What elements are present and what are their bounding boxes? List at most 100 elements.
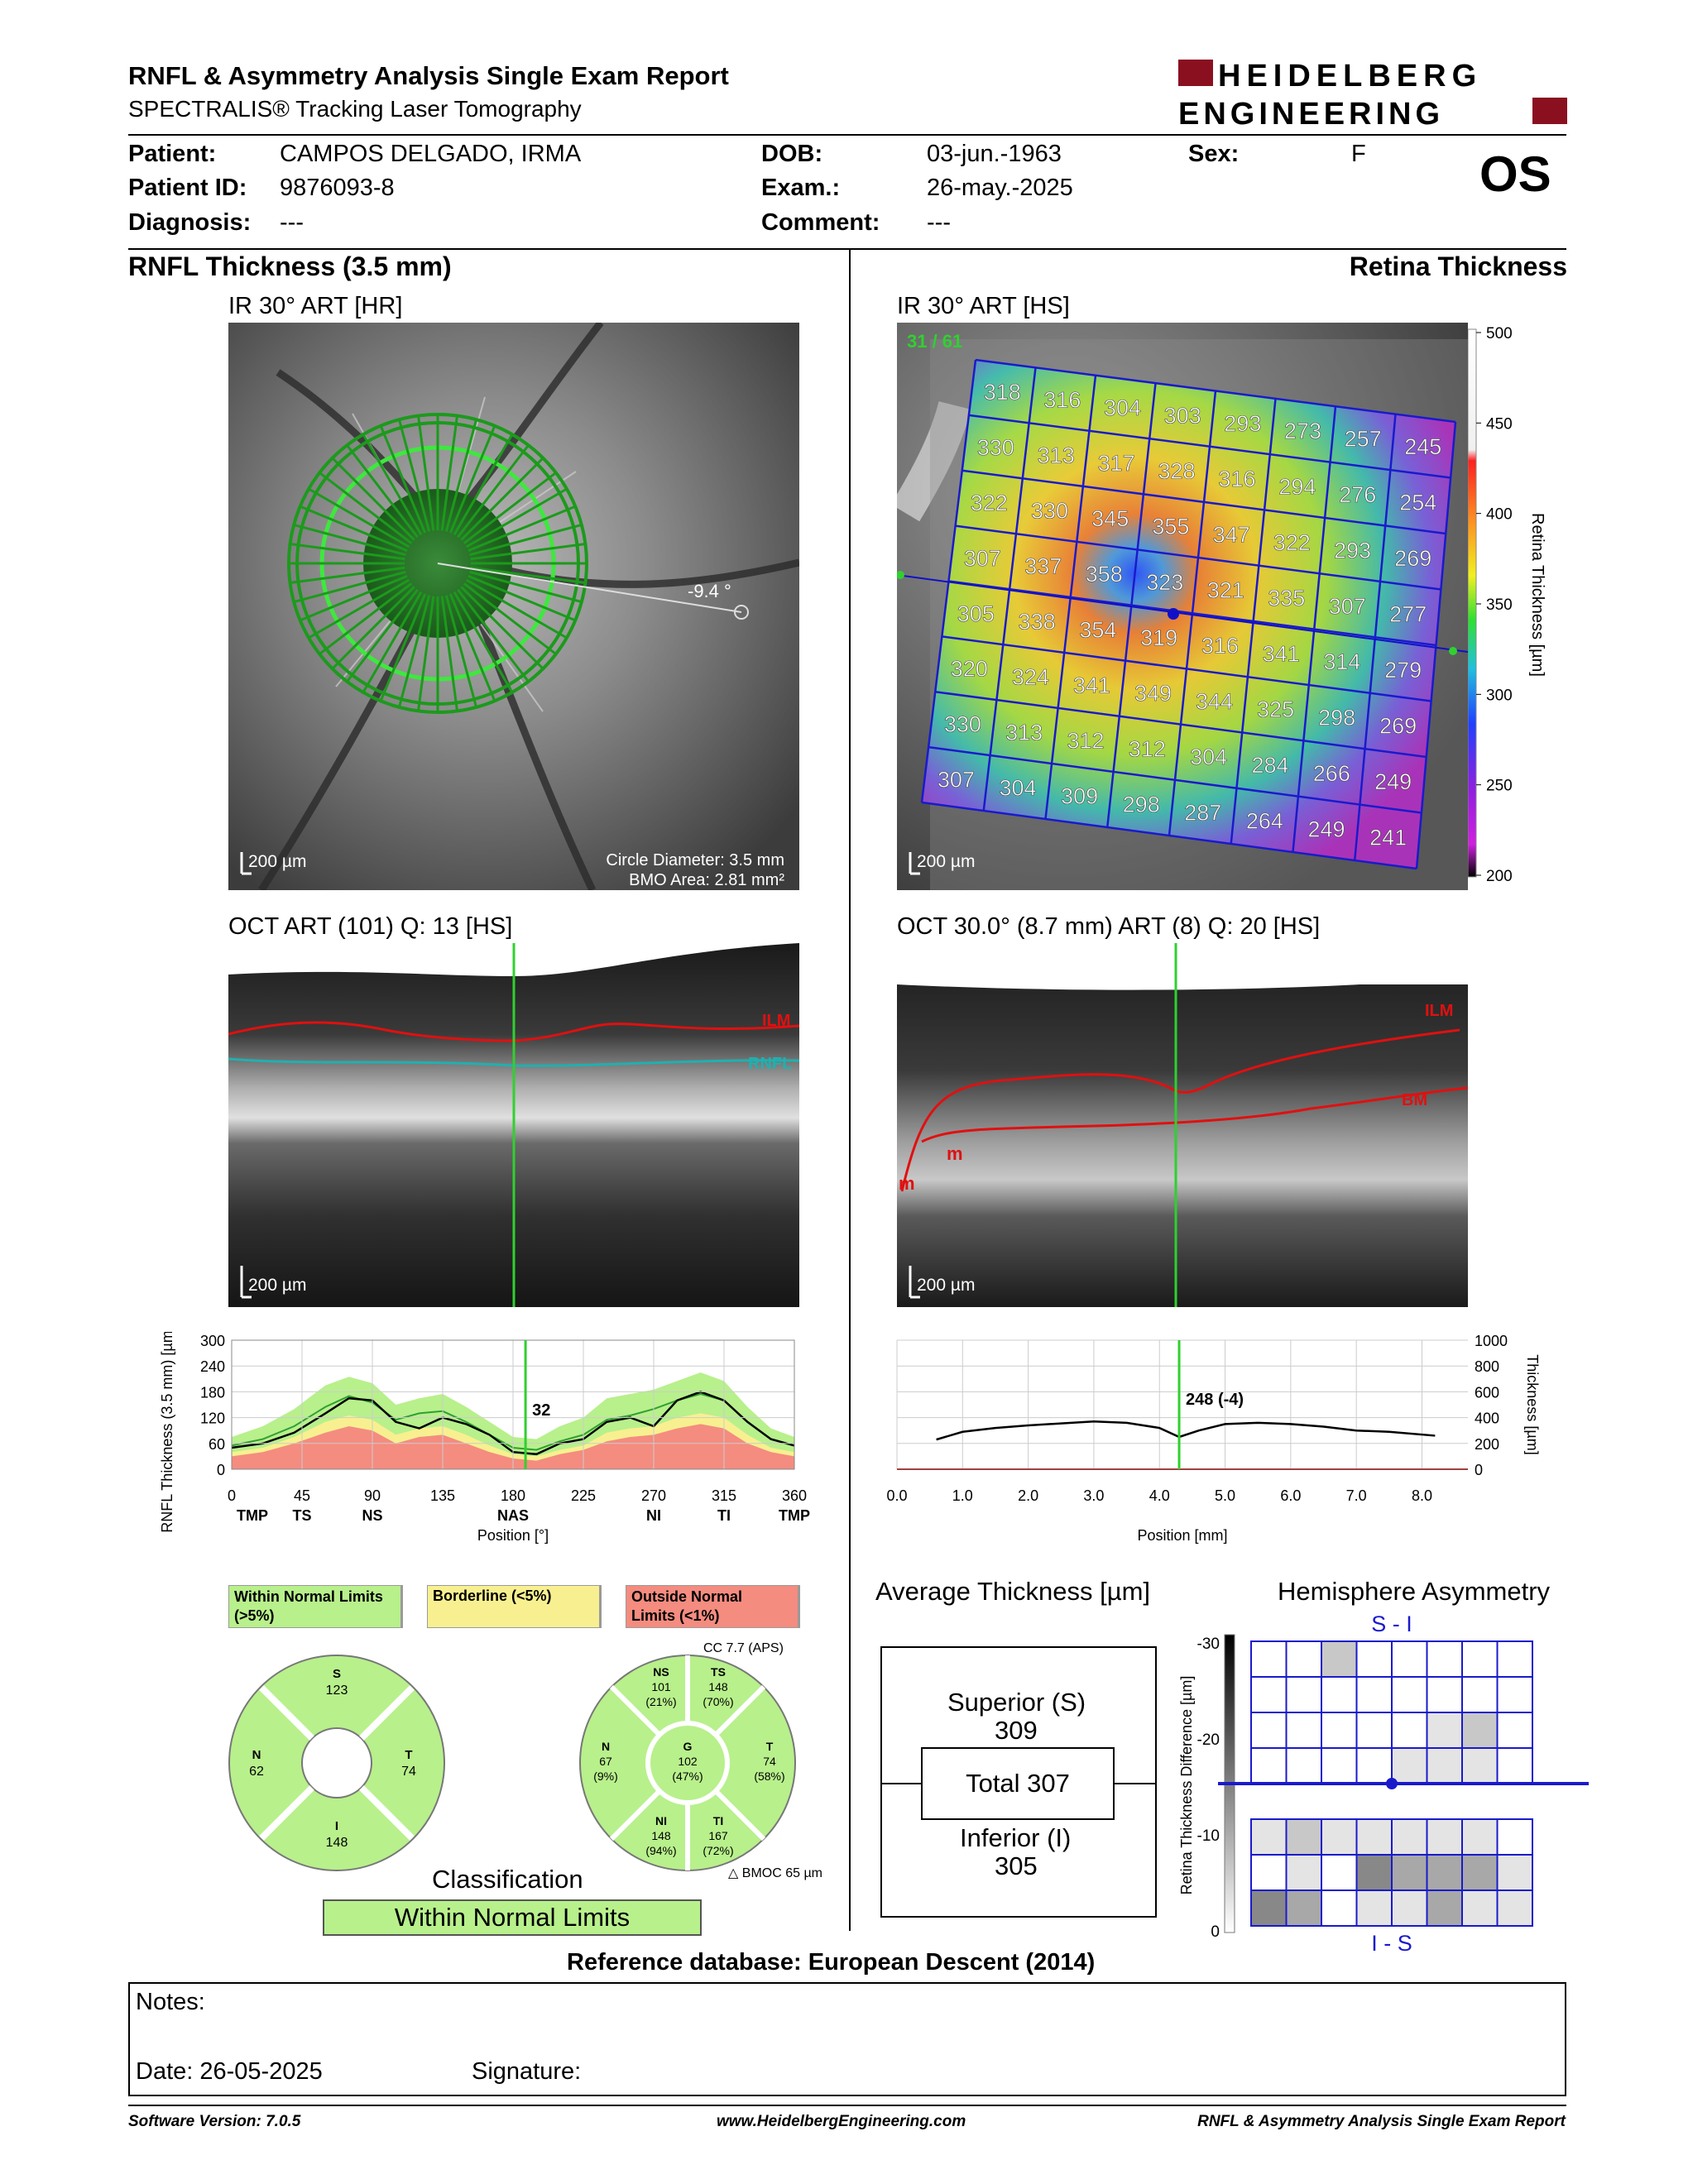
column-divider: [849, 250, 851, 1931]
total-box: Total 307: [921, 1747, 1115, 1820]
svg-text:67: 67: [599, 1755, 612, 1768]
oct-bscan-left: ILM RNFL 200 µm: [228, 943, 799, 1307]
grid-value: 321: [1207, 577, 1244, 602]
ir-thickness-map-right: 318 316 304 303 293 273 257 245 330 313 317 328 316 2…: [897, 323, 1468, 890]
y-tick: 0: [1475, 1462, 1483, 1478]
grid-value: 279: [1384, 658, 1422, 682]
asymmetry-cell: [1461, 1676, 1499, 1713]
asymmetry-cell: [1496, 1640, 1533, 1678]
grid-value: 323: [1146, 570, 1183, 595]
notes-box: [128, 1982, 1566, 2096]
x-tick: 7.0: [1346, 1487, 1367, 1504]
inferior-value: 305: [995, 1851, 1038, 1880]
x-tick: 3.0: [1083, 1487, 1104, 1504]
x-tick: 6.0: [1280, 1487, 1301, 1504]
asymmetry-cell: [1461, 1712, 1499, 1749]
legend-outside-normal: Outside Normal Limits (<1%): [626, 1585, 800, 1628]
svg-text:ILM: ILM: [762, 1012, 790, 1030]
asymmetry-cell: [1250, 1889, 1288, 1927]
header-divider: [128, 134, 1566, 136]
asymmetry-cell: [1250, 1640, 1288, 1678]
report-subtitle: SPECTRALIS® Tracking Laser Tomography: [128, 96, 582, 122]
x-tick: 2.0: [1018, 1487, 1038, 1504]
svg-text:RNFL: RNFL: [748, 1055, 792, 1073]
asymmetry-cell: [1250, 1712, 1288, 1749]
asymmetry-cell: [1461, 1854, 1499, 1891]
grid-value: 341: [1263, 641, 1300, 666]
website: www.HeidelbergEngineering.com: [717, 2113, 966, 2130]
grid-value: 344: [1196, 689, 1233, 714]
asymmetry-cell: [1496, 1712, 1533, 1749]
sex-value: F: [1351, 141, 1366, 167]
grid-value: 241: [1369, 825, 1407, 850]
svg-text:(72%): (72%): [703, 1844, 733, 1857]
asymmetry-cell: [1461, 1640, 1499, 1678]
grid-value: 330: [944, 712, 981, 737]
x-tick: 315: [712, 1487, 736, 1504]
exam-label: Exam.:: [761, 175, 841, 201]
asymmetry-top-label: S - I: [1371, 1612, 1412, 1636]
grid-value: 312: [1129, 736, 1166, 761]
x-tick: 135: [430, 1487, 455, 1504]
grid-value: 341: [1073, 673, 1110, 697]
grid-value: 293: [1224, 411, 1261, 436]
svg-text:N: N: [252, 1748, 261, 1762]
oct-left-title: OCT ART (101) Q: 13 [HS]: [228, 913, 513, 940]
colorbar-tick: 350: [1486, 596, 1513, 614]
asymmetry-cell: [1391, 1747, 1428, 1784]
asymmetry-cell: [1321, 1747, 1358, 1784]
svg-text:Retina Thickness [µm]: Retina Thickness [µm]: [1528, 513, 1547, 677]
svg-text:ILM: ILM: [1425, 1002, 1453, 1020]
asymmetry-cell: [1391, 1676, 1428, 1713]
asymmetry-tick: 0: [1211, 1923, 1220, 1941]
ir-right-title: IR 30° ART [HS]: [897, 293, 1070, 319]
asymmetry-cell: [1391, 1854, 1428, 1891]
date-label: Date: 26-05-2025: [136, 2058, 323, 2085]
x-tick: 8.0: [1412, 1487, 1432, 1504]
svg-text:101: 101: [651, 1680, 671, 1693]
asymmetry-cell: [1461, 1818, 1499, 1856]
grid-value: 277: [1389, 601, 1427, 626]
x-tick: 4.0: [1149, 1487, 1170, 1504]
grid-value: 249: [1307, 817, 1345, 841]
dob-label: DOB:: [761, 141, 823, 167]
grid-value: 354: [1079, 617, 1116, 642]
grid-value: 347: [1213, 522, 1250, 547]
asymmetry-cell: [1496, 1676, 1533, 1713]
asymmetry-cell: [1355, 1889, 1393, 1927]
svg-text:m: m: [947, 1143, 963, 1164]
svg-text:(21%): (21%): [645, 1695, 676, 1708]
grid-value: 316: [1201, 634, 1239, 659]
y-tick: 1000: [1475, 1333, 1508, 1349]
svg-text:NS: NS: [653, 1665, 669, 1679]
asymmetry-chart: -30 -20 -10 0 Retina Thickness Difference [µ…: [1175, 1610, 1589, 1957]
asymmetry-cell: [1426, 1889, 1463, 1927]
retina-thickness-colorbar: 500 450 400 350 300 250 200 Retina Thickness […: [1467, 323, 1567, 885]
grid-value: 307: [938, 768, 975, 793]
diagnosis-label: Diagnosis:: [128, 209, 252, 236]
asymmetry-cell: [1321, 1676, 1358, 1713]
asymmetry-cell: [1321, 1854, 1358, 1891]
grid-value: 316: [1218, 467, 1255, 491]
grid-value: 358: [1086, 562, 1123, 587]
grid-value: 325: [1257, 697, 1294, 722]
grid-value: 305: [957, 601, 995, 626]
asymmetry-cell: [1426, 1854, 1463, 1891]
asymmetry-cell: [1285, 1889, 1322, 1927]
asymmetry-cell: [1461, 1747, 1499, 1784]
asymmetry-cell: [1391, 1889, 1428, 1927]
svg-text:N: N: [602, 1740, 610, 1753]
svg-text:62: 62: [249, 1765, 264, 1779]
asymmetry-title: Hemisphere Asymmetry: [1278, 1577, 1551, 1606]
colorbar-tick: 500: [1486, 325, 1513, 342]
grid-value: 257: [1345, 427, 1382, 452]
svg-text:BMO Area: 2.81 mm²: BMO Area: 2.81 mm²: [629, 871, 784, 889]
y-axis-label: Thickness [µm]: [1524, 1354, 1541, 1454]
y-tick: 600: [1475, 1384, 1499, 1401]
grid-value: 322: [1273, 530, 1311, 555]
asymmetry-tick: -30: [1197, 1636, 1220, 1653]
retina-section-title: Retina Thickness: [1349, 251, 1567, 281]
svg-text:148: 148: [651, 1829, 671, 1842]
grid-value: 273: [1284, 419, 1321, 443]
grid-value: 313: [1005, 721, 1043, 745]
